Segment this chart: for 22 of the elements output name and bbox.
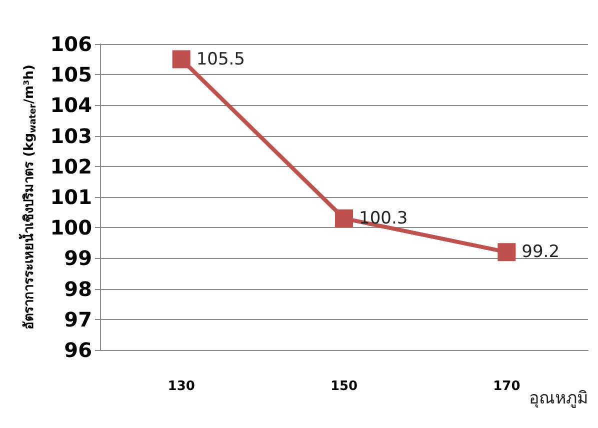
data-label: 100.3: [359, 208, 408, 228]
point: [498, 243, 516, 262]
x-tick-label: 130: [168, 379, 195, 394]
data-label: 105.5: [196, 49, 246, 70]
y-tick-label: 104: [50, 93, 92, 118]
point: [172, 50, 190, 68]
y-tick-label: 106: [50, 32, 92, 56]
y-tick-label: 101: [50, 185, 92, 209]
x-tick-label: 170: [493, 379, 520, 394]
data-label: 99.2: [522, 242, 560, 262]
y-tick-label: 100: [50, 216, 92, 240]
y-tick-label: 97: [64, 307, 92, 332]
y-tick-label: 102: [50, 154, 92, 178]
y-tick-label: 103: [50, 124, 92, 148]
x-axis-title: อุณหภูมิ: [529, 388, 588, 408]
y-axis-title: อัตราการระเหยน้ำเชิงปริมาตร (kgwater/m³h): [18, 64, 38, 330]
x-tick-label: 150: [330, 379, 358, 394]
y-tick-label: 99: [64, 246, 92, 270]
y-tick-label: 98: [64, 276, 92, 301]
y-tick-label: 105: [50, 62, 92, 87]
point: [335, 209, 353, 228]
y-tick-label: 96: [64, 338, 92, 362]
